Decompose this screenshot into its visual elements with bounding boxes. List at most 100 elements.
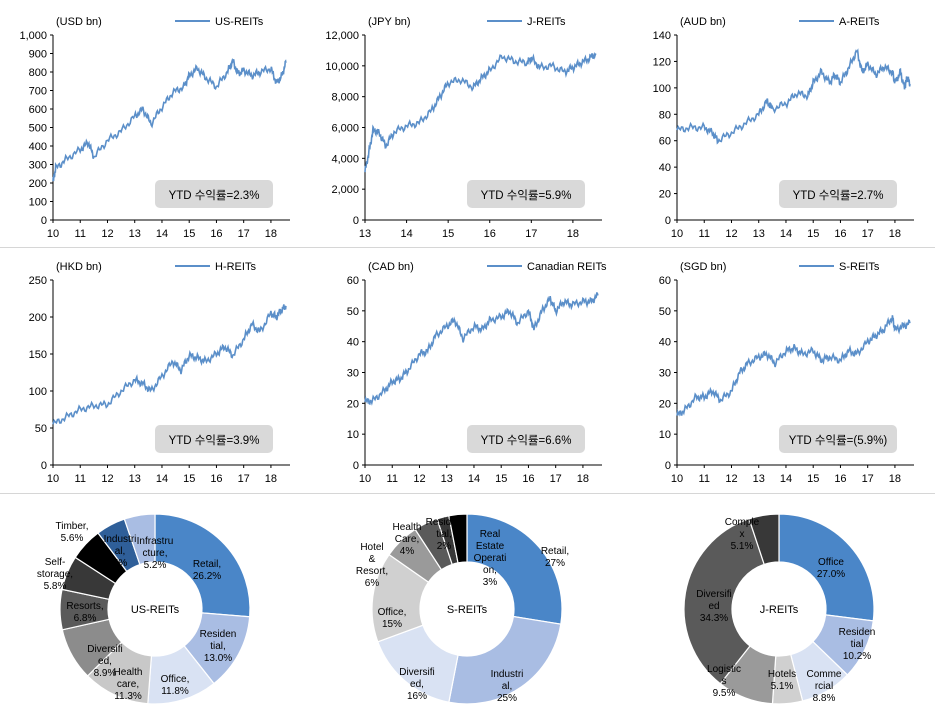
x-tick-label: 14 [400,228,412,240]
y-tick-label: 1,000 [19,30,47,42]
y-tick-label: 8,000 [331,92,359,104]
y-tick-label: 0 [665,460,671,472]
slice-label: Health care, 11.3% [114,667,143,702]
slice-label: Residen tial 10.2% [839,627,876,662]
slice-label: Industri al, 5% [104,534,137,569]
x-tick-label: 12 [101,228,113,240]
ytd-return-label: YTD 수익률=(5.9%) [789,434,888,447]
slice-label: Diversifi ed, 8.9% [87,644,123,679]
x-tick-label: 17 [238,228,250,240]
x-tick-label: 14 [468,473,480,485]
y-tick-label: 10 [347,429,359,441]
y-tick-label: 200 [29,178,47,190]
ytd-return-label: YTD 수익률=3.9% [169,434,260,447]
us-reits-line-chart: 0 100 200 300 400 500 600 700 800 900 1,000 10 11 12 1… [19,16,290,240]
h-reits-line-chart: 0 50 100 150 200 250 10 11 12 13 14 15 16 17 18 (HKD bn… [29,261,290,485]
donut-hole [108,562,202,656]
donut-center-label: J-REITs [760,604,799,616]
donut-hole [732,562,826,656]
x-tick-label: 16 [522,473,534,485]
series-line [364,51,597,173]
slice-label: Diversifi ed, 16% [399,667,435,702]
x-tick-label: 17 [862,473,874,485]
ytd-return-box [467,425,585,453]
x-tick-label: 16 [210,473,222,485]
y-tick-label: 50 [35,423,47,435]
x-tick-label: 17 [238,473,250,485]
series-line [676,315,911,417]
y-tick-label: 12,000 [325,30,359,42]
y-tick-label: 2,000 [331,184,359,196]
x-tick-label: 11 [699,473,710,485]
series-line [52,57,287,182]
x-tick-label: 13 [441,473,453,485]
x-tick-label: 16 [834,228,846,240]
x-tick-label: 18 [577,473,589,485]
series-line [676,48,911,145]
y-tick-label: 20 [659,189,671,201]
x-tick-label: 10 [47,473,59,485]
x-tick-label: 10 [671,228,683,240]
y-tick-label: 0 [41,460,47,472]
slice-label: Office, 15% [378,607,407,630]
legend-label: A-REITs [839,16,880,28]
y-tick-label: 60 [659,136,671,148]
slice-label: Hotel & Resort, 6% [356,542,388,589]
y-tick-label: 10 [659,429,671,441]
y-tick-label: 60 [659,275,671,287]
y-tick-label: 100 [653,83,671,95]
legend-label: Canadian REITs [527,261,607,273]
slice-label: Comple x 5.1% [725,517,760,552]
j-reits-donut-chart: J-REITs Office 27.0% Residen tial 10.2% Comme r… [683,513,876,705]
x-tick-label: 10 [359,473,371,485]
legend-label: S-REITs [839,261,880,273]
y-tick-label: 80 [659,109,671,121]
y-tick-label: 20 [347,398,359,410]
unit-label: (AUD bn) [680,16,726,28]
x-tick-label: 11 [75,228,86,240]
x-tick-label: 11 [387,473,398,485]
legend-label: J-REITs [527,16,566,28]
x-tick-label: 17 [862,228,874,240]
s-reits-donut-chart: S-REITs Retail, 27% Industri al, 25% Diversifi… [356,513,569,705]
row-divider-2 [0,493,935,494]
x-tick-label: 13 [129,228,141,240]
y-tick-label: 6,000 [331,123,359,135]
y-tick-label: 0 [665,215,671,227]
x-tick-label: 11 [75,473,86,485]
legend-label: US-REITs [215,16,264,28]
x-tick-label: 16 [210,228,222,240]
y-tick-label: 400 [29,141,47,153]
slice-label: Resorts, 6.8% [66,601,103,624]
ytd-return-box [155,425,273,453]
y-tick-label: 0 [41,215,47,227]
slice-label: Timber, 5.6% [56,521,89,544]
ytd-return-label: YTD 수익률=2.7% [793,189,884,202]
x-tick-label: 15 [807,228,819,240]
y-tick-label: 40 [347,337,359,349]
donut-center-label: S-REITs [447,604,488,616]
x-tick-label: 16 [834,473,846,485]
y-tick-label: 800 [29,67,47,79]
j-reits-line-chart: 0 2,000 4,000 6,000 8,000 10,000 12,000 13 14 15 1… [325,16,602,240]
x-tick-label: 14 [780,473,792,485]
x-tick-label: 11 [699,228,710,240]
x-tick-label: 12 [725,228,737,240]
slice-label: Self-storage, 5.8% [37,557,73,592]
donut-center-label: US-REITs [131,604,180,616]
y-tick-label: 20 [659,398,671,410]
ytd-return-label: YTD 수익률=6.6% [481,434,572,447]
y-tick-label: 0 [353,215,359,227]
x-tick-label: 17 [525,228,537,240]
ytd-return-label: YTD 수익률=5.9% [481,189,572,202]
y-tick-label: 900 [29,49,47,61]
donut-hole [420,562,514,656]
y-tick-label: 600 [29,104,47,116]
y-tick-label: 120 [653,56,671,68]
ytd-return-box [155,180,273,208]
slice-label: Industri al, 25% [491,669,524,704]
unit-label: (JPY bn) [368,16,411,28]
